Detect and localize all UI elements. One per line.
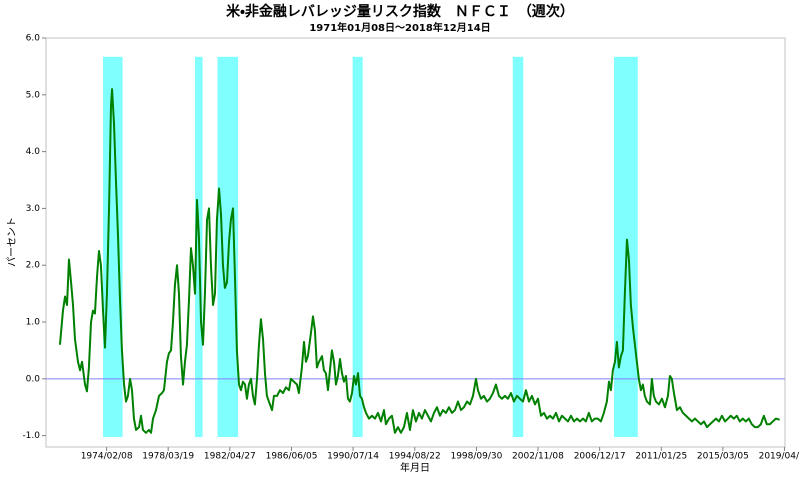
- y-tick-label: 3.0: [26, 204, 41, 214]
- x-axis-label: 年月日: [400, 461, 430, 474]
- chart-title: 米・非金融レバレッジ量リスク指数 ＮＦＣＩ （週次）: [226, 3, 574, 20]
- x-tick-label: 1982/04/27: [204, 452, 256, 462]
- data-line: [58, 88, 780, 434]
- x-tick-label: 2011/01/25: [635, 452, 687, 462]
- y-tick-label: 0.0: [26, 374, 41, 384]
- y-axis-label: パーセント: [6, 217, 18, 267]
- y-tick-label: 2.0: [26, 261, 41, 271]
- x-tick-label: 2019/04/13: [759, 452, 800, 462]
- shaded-span: [352, 56, 363, 438]
- shaded-span: [103, 56, 123, 438]
- x-tick-label: 2006/12/17: [574, 452, 626, 462]
- x-tick-label: 2002/11/08: [512, 452, 564, 462]
- x-tick-label: 1998/09/30: [450, 452, 502, 462]
- y-tick-label: 4.0: [26, 147, 41, 157]
- shaded-span: [512, 56, 524, 438]
- x-tick-label: 1974/02/08: [81, 452, 133, 462]
- x-tick-label: 2015/03/05: [697, 452, 749, 462]
- y-tick-label: 5.0: [26, 90, 41, 100]
- y-tick-label: -1.0: [22, 431, 40, 441]
- chart-subtitle: 1971年01月08日～2018年12月14日: [309, 21, 490, 34]
- y-tick-label: 1.0: [26, 318, 41, 328]
- x-tick-label: 1994/08/22: [389, 452, 441, 462]
- plot-area: [45, 37, 786, 448]
- y-tick-label: 6.0: [26, 34, 41, 44]
- x-tick-label: 1990/07/14: [327, 452, 379, 462]
- x-tick-label: 1986/06/05: [266, 452, 318, 462]
- x-tick-label: 1978/03/19: [142, 452, 194, 462]
